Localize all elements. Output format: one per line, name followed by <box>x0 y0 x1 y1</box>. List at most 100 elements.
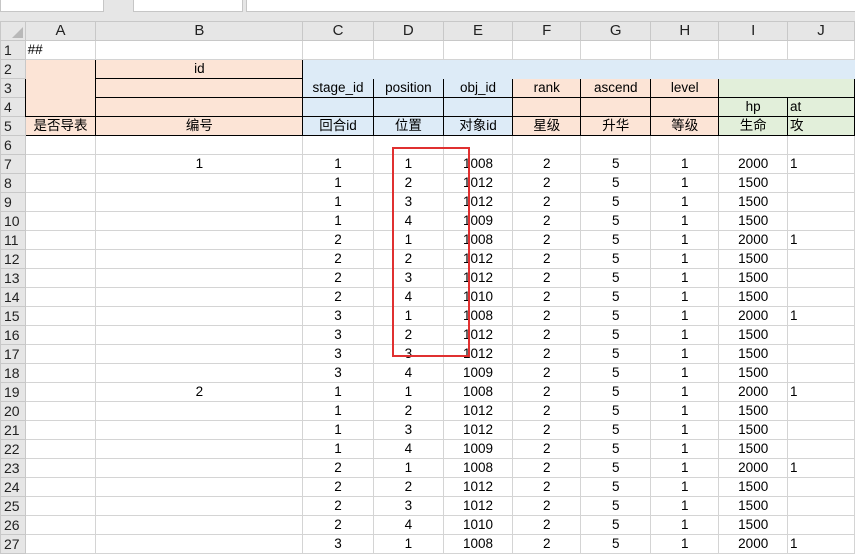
cell-f4[interactable] <box>512 97 582 117</box>
cell-f[interactable]: 2 <box>512 382 582 402</box>
cell-i[interactable]: 2000 <box>718 382 788 402</box>
cell-e[interactable]: 1008 <box>442 154 514 174</box>
cell-b[interactable] <box>95 211 304 231</box>
cell-h[interactable]: 1 <box>650 287 720 307</box>
cell-f[interactable]: 2 <box>512 477 582 497</box>
cell-g[interactable]: 5 <box>580 344 652 364</box>
cell-a2-merged[interactable] <box>24 59 97 117</box>
cell-g[interactable]: 5 <box>580 173 652 193</box>
cell-a[interactable] <box>24 363 97 383</box>
cell-c[interactable]: 1 <box>302 173 374 193</box>
cell-f5[interactable]: 星级 <box>512 116 582 136</box>
cell-i[interactable]: 1500 <box>718 515 788 535</box>
column-header[interactable]: G <box>580 21 652 41</box>
cell-e[interactable]: 1010 <box>442 287 514 307</box>
row-header[interactable]: 25 <box>0 496 26 516</box>
row-header[interactable]: 12 <box>0 249 26 269</box>
cell-i[interactable]: 1500 <box>718 420 788 440</box>
cell-d[interactable]: 4 <box>372 515 444 535</box>
cell[interactable] <box>95 40 304 60</box>
cell-j[interactable] <box>786 287 855 307</box>
cell-e[interactable]: 1009 <box>442 439 514 459</box>
row-header[interactable]: 26 <box>0 515 26 535</box>
cell-a[interactable] <box>24 534 97 554</box>
row-header[interactable]: 22 <box>0 439 26 459</box>
cell-d[interactable]: 4 <box>372 287 444 307</box>
cell-e[interactable]: 1008 <box>442 534 514 554</box>
cell-b[interactable] <box>95 306 304 326</box>
cell-c[interactable]: 2 <box>302 230 374 250</box>
cell-b5[interactable]: 编号 <box>95 116 304 136</box>
cell[interactable] <box>442 40 514 60</box>
cell-e[interactable]: 1012 <box>442 496 514 516</box>
cell-j[interactable]: 1 <box>786 154 855 174</box>
cell-f[interactable]: 2 <box>512 496 582 516</box>
cell-g[interactable]: 5 <box>580 287 652 307</box>
cell[interactable] <box>650 135 720 155</box>
cell[interactable] <box>718 40 788 60</box>
cell-a[interactable] <box>24 420 97 440</box>
cell-j[interactable] <box>786 249 855 269</box>
cell-d[interactable]: 2 <box>372 325 444 345</box>
column-header[interactable]: B <box>95 21 304 41</box>
cell-j[interactable] <box>786 344 855 364</box>
cell-c[interactable]: 2 <box>302 268 374 288</box>
cell-j[interactable] <box>786 363 855 383</box>
cell-a[interactable] <box>24 439 97 459</box>
cell-c[interactable]: 1 <box>302 382 374 402</box>
row-header[interactable]: 14 <box>0 287 26 307</box>
cell-a[interactable] <box>24 344 97 364</box>
cell-g[interactable]: 5 <box>580 363 652 383</box>
cell-d[interactable]: 1 <box>372 382 444 402</box>
cell-c[interactable]: 2 <box>302 515 374 535</box>
cell-b[interactable] <box>95 515 304 535</box>
cell-j[interactable]: 1 <box>786 458 855 478</box>
row-header[interactable]: 21 <box>0 420 26 440</box>
row-header[interactable]: 5 <box>0 116 26 136</box>
cell-f[interactable]: 2 <box>512 515 582 535</box>
cell-d[interactable]: 3 <box>372 192 444 212</box>
cell-g[interactable]: 5 <box>580 534 652 554</box>
cell-h[interactable]: 1 <box>650 344 720 364</box>
cell-b3[interactable] <box>95 78 304 98</box>
cell-b[interactable]: 1 <box>95 154 304 174</box>
cell-b[interactable] <box>95 439 304 459</box>
cell-h[interactable]: 1 <box>650 154 720 174</box>
spreadsheet-grid[interactable]: A B C D E F G H I J 1 ## 2 id 3 stage_id… <box>0 21 855 554</box>
cell-g[interactable]: 5 <box>580 382 652 402</box>
cell[interactable] <box>95 135 304 155</box>
cell-c[interactable]: 2 <box>302 496 374 516</box>
cell-i[interactable]: 1500 <box>718 249 788 269</box>
cell-c3[interactable]: stage_id <box>302 78 374 98</box>
cell-i[interactable]: 1500 <box>718 401 788 421</box>
cell-d[interactable]: 2 <box>372 401 444 421</box>
row-header[interactable]: 10 <box>0 211 26 231</box>
cell-d[interactable]: 1 <box>372 154 444 174</box>
cell-b[interactable] <box>95 420 304 440</box>
row-header[interactable]: 8 <box>0 173 26 193</box>
cell-j[interactable]: 1 <box>786 382 855 402</box>
cell-c[interactable]: 1 <box>302 154 374 174</box>
cell-e[interactable]: 1008 <box>442 230 514 250</box>
cell-a[interactable] <box>24 230 97 250</box>
cell-c[interactable]: 3 <box>302 363 374 383</box>
cell-f[interactable]: 2 <box>512 439 582 459</box>
cell-g5[interactable]: 升华 <box>580 116 652 136</box>
cell-j[interactable] <box>786 420 855 440</box>
cell-c[interactable]: 1 <box>302 420 374 440</box>
cell-h3[interactable]: level <box>650 78 720 98</box>
cell-d4[interactable] <box>372 97 444 117</box>
column-header[interactable]: D <box>372 21 444 41</box>
row-header[interactable]: 27 <box>0 534 26 554</box>
cell-d[interactable]: 1 <box>372 230 444 250</box>
cell-h[interactable]: 1 <box>650 325 720 345</box>
cell[interactable] <box>302 135 374 155</box>
cell-b[interactable] <box>95 249 304 269</box>
cell-c[interactable]: 2 <box>302 287 374 307</box>
cell-j[interactable] <box>786 401 855 421</box>
cell[interactable] <box>302 40 374 60</box>
cell-b[interactable]: 2 <box>95 382 304 402</box>
cell-j[interactable] <box>786 268 855 288</box>
column-header[interactable]: E <box>442 21 514 41</box>
cell-a[interactable] <box>24 154 97 174</box>
